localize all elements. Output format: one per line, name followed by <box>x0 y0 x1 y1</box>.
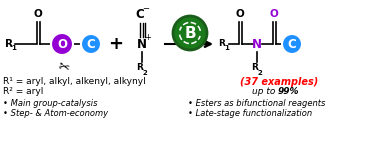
Text: R: R <box>136 63 143 73</box>
Text: 1: 1 <box>224 45 229 51</box>
Text: O: O <box>235 9 244 19</box>
Text: • Step- & Atom-economy: • Step- & Atom-economy <box>3 109 108 119</box>
Circle shape <box>282 34 302 54</box>
Text: C: C <box>136 8 144 20</box>
Text: R: R <box>218 39 225 49</box>
Text: O: O <box>34 9 42 19</box>
Text: up to: up to <box>252 87 278 97</box>
Text: • Esters as bifunctional reagents: • Esters as bifunctional reagents <box>188 99 325 107</box>
Text: R¹ = aryl, alkyl, alkenyl, alkynyl: R¹ = aryl, alkyl, alkenyl, alkynyl <box>3 78 146 86</box>
Circle shape <box>173 16 207 50</box>
Text: N: N <box>252 37 262 51</box>
Text: • Late-stage functionalization: • Late-stage functionalization <box>188 109 312 119</box>
Text: O: O <box>57 37 67 51</box>
Text: (37 examples): (37 examples) <box>240 77 318 87</box>
Text: O: O <box>270 9 278 19</box>
Text: R² = aryl: R² = aryl <box>3 87 43 97</box>
Text: C: C <box>87 37 95 51</box>
Text: 2: 2 <box>143 70 147 76</box>
Circle shape <box>81 34 101 54</box>
Text: +: + <box>144 34 152 42</box>
Text: 99%: 99% <box>278 87 299 97</box>
Text: R: R <box>252 63 259 73</box>
Text: B: B <box>184 26 196 40</box>
Text: +: + <box>108 35 124 53</box>
Text: C: C <box>288 37 296 51</box>
Text: ✂: ✂ <box>57 60 71 76</box>
Circle shape <box>51 33 73 55</box>
Text: −: − <box>143 5 150 13</box>
Text: N: N <box>137 37 147 51</box>
Text: 1: 1 <box>11 45 16 51</box>
Text: 2: 2 <box>258 70 262 76</box>
Text: • Main group-catalysis: • Main group-catalysis <box>3 99 98 107</box>
Text: R: R <box>5 39 13 49</box>
